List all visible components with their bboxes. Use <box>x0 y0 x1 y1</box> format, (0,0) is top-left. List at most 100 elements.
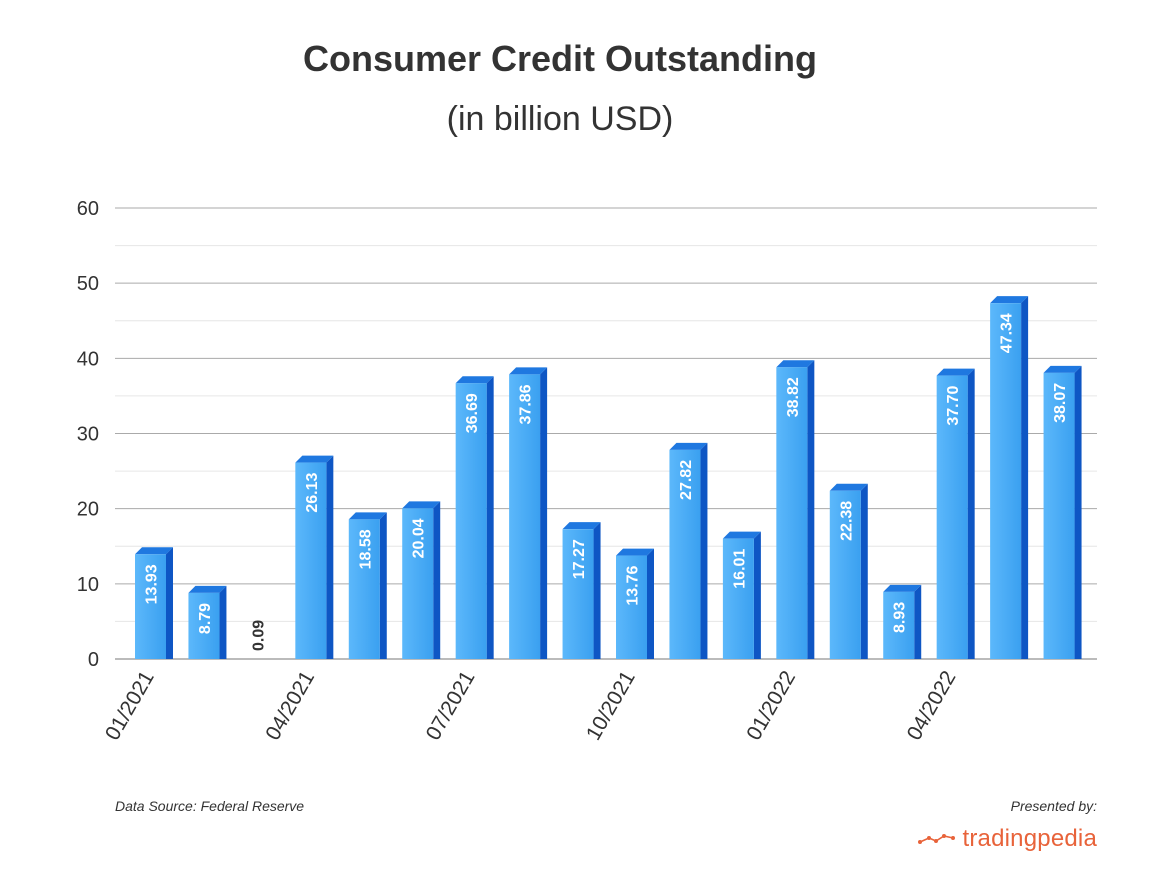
bar-front <box>562 529 594 659</box>
bar: 47.34 <box>990 296 1029 659</box>
bar-front <box>1043 372 1075 659</box>
bar-top <box>776 360 815 368</box>
bar: 27.82 <box>669 442 708 659</box>
bar-value-label: 13.93 <box>144 564 161 604</box>
bar-side <box>967 368 975 659</box>
bar-front <box>509 374 541 659</box>
bar-value-label: 36.69 <box>464 393 481 433</box>
bar-front <box>135 554 166 659</box>
bar-top <box>829 483 868 491</box>
bar-front <box>990 303 1022 659</box>
bar-side <box>914 584 922 659</box>
y-tick-label: 10 <box>77 574 99 596</box>
bar-side <box>647 548 654 659</box>
bar-front <box>455 383 487 659</box>
bar: 0.09 <box>250 620 267 651</box>
bar-side <box>326 455 334 659</box>
bar-value-label: 47.34 <box>999 313 1016 353</box>
bar-top <box>188 585 227 593</box>
bar-front <box>776 367 808 659</box>
y-tick-label: 40 <box>77 348 99 370</box>
bar-top <box>990 296 1029 304</box>
bar-top <box>509 367 548 375</box>
bar-value-label: 38.82 <box>785 377 802 417</box>
bar: 13.76 <box>616 548 654 659</box>
bar: 22.38 <box>829 483 868 659</box>
bar-side <box>540 367 548 659</box>
bar-side <box>1074 365 1082 659</box>
bar-value-label: 13.76 <box>625 565 642 605</box>
bar-top <box>936 368 975 376</box>
x-tick-label: 01/2022 <box>742 667 800 744</box>
bar-value-label: 8.93 <box>892 602 909 633</box>
y-axis-ticks: 0 10 20 30 40 50 60 <box>77 198 99 671</box>
y-tick-label: 0 <box>88 649 99 671</box>
bar-side <box>753 531 761 659</box>
bar-top <box>616 548 654 556</box>
x-tick-label: 01/2021 <box>101 667 159 744</box>
bar-side <box>219 585 227 659</box>
bar-value-label: 20.04 <box>411 518 428 558</box>
bar: 38.07 <box>1043 365 1082 659</box>
bar-top <box>135 547 173 555</box>
bar-value-label: 17.27 <box>571 539 588 579</box>
bar-side <box>433 501 441 659</box>
bar-front <box>616 555 647 659</box>
bars: 13.93 8.79 0.09 26.13 18.58 20.04 36.69 37.86 17… <box>135 296 1082 659</box>
bar-front <box>188 592 220 659</box>
bar-side <box>1021 296 1029 659</box>
bar-top <box>348 512 387 520</box>
bar: 26.13 <box>295 455 334 659</box>
bar-side <box>593 522 601 659</box>
bar: 38.82 <box>776 360 815 659</box>
bar-front <box>669 449 701 659</box>
bar: 13.93 <box>135 547 173 659</box>
tradingpedia-logo: tradingpedia <box>918 824 1097 854</box>
y-tick-label: 60 <box>77 198 99 220</box>
bar-value-label: 22.38 <box>838 501 855 541</box>
bar-top <box>883 584 922 592</box>
bar-side <box>486 376 494 659</box>
bar-front <box>348 519 380 659</box>
bar-value-label: 37.70 <box>945 386 962 426</box>
bar: 8.79 <box>188 585 227 659</box>
x-tick-label: 04/2022 <box>903 667 961 744</box>
bar-side <box>860 483 868 659</box>
bar-side <box>807 360 815 659</box>
x-axis-ticks: 01/2021 04/2021 07/2021 10/2021 01/2022 04/20… <box>101 667 961 744</box>
bar-value-label: 26.13 <box>304 472 321 512</box>
bar-value-label: 8.79 <box>197 603 214 634</box>
data-source-note: Data Source: Federal Reserve <box>115 798 305 814</box>
bar-value-label: 38.07 <box>1052 383 1069 423</box>
bar: 37.70 <box>936 368 975 659</box>
bar: 17.27 <box>562 522 601 659</box>
bar-value-label: 37.86 <box>518 384 535 424</box>
bar-top <box>562 522 601 530</box>
bar-front <box>402 508 434 659</box>
bar-front <box>829 490 861 659</box>
bar-top <box>1043 365 1082 373</box>
bar-top <box>402 501 441 509</box>
bar: 20.04 <box>402 501 441 659</box>
y-tick-label: 30 <box>77 424 99 446</box>
bar: 8.93 <box>883 584 922 659</box>
bar: 36.69 <box>455 376 494 659</box>
bar-front <box>722 538 754 659</box>
x-tick-label: 04/2021 <box>261 667 319 744</box>
bar-value-label: 0.09 <box>250 620 267 651</box>
trend-line-icon <box>918 834 956 844</box>
bar-side <box>166 547 173 659</box>
bar-front <box>936 375 968 659</box>
x-tick-label: 10/2021 <box>582 667 640 744</box>
bar-value-label: 18.58 <box>357 529 374 569</box>
bar: 18.58 <box>348 512 387 659</box>
bar-side <box>700 442 708 659</box>
y-tick-label: 50 <box>77 273 99 295</box>
bar-top <box>669 442 708 450</box>
bar-top <box>722 531 761 539</box>
bar-front <box>883 591 915 659</box>
chart-title: Consumer Credit Outstanding <box>302 38 818 79</box>
bar-top <box>295 455 334 463</box>
presented-by-label: Presented by: <box>1010 798 1097 814</box>
grid-lines <box>115 207 1097 660</box>
